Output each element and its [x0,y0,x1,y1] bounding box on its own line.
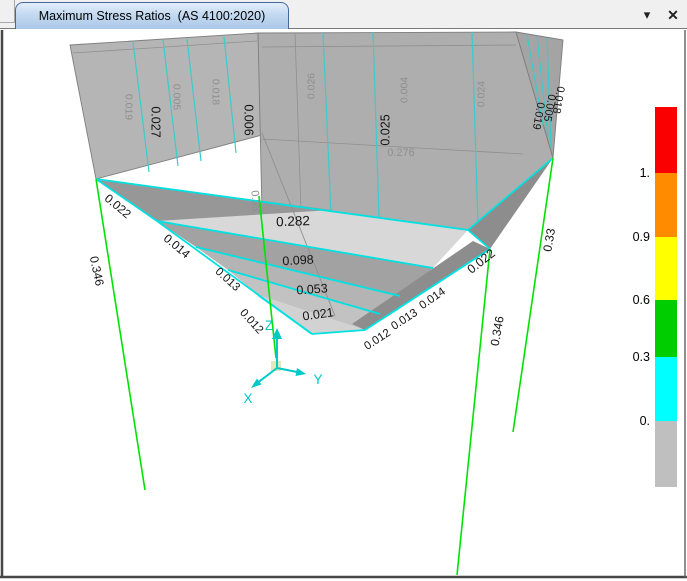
hopper-band-2 [157,221,433,296]
stress-ratio-label: 0.027 [149,106,163,137]
column-member [258,195,277,359]
y-axis-label: Y [313,372,322,387]
stress-ratio-label: 0.33 [248,190,262,212]
right-wall-stiffeners [526,34,552,149]
bin-walls [69,31,564,231]
hopper-near-right-face [352,241,490,330]
stress-ratio-label: 0.018 [550,85,567,114]
window-titlebar: Maximum Stress Ratios (AS 4100:2020) ▾ ✕ [0,0,687,29]
y-axis-line [276,367,298,373]
stress-ratio-label: 0.053 [296,281,328,297]
close-icon[interactable]: ✕ [667,6,679,23]
stress-ratio-label: 0.006 [242,104,256,135]
dock-corner [0,0,15,23]
column-members [95,157,554,576]
legend-color-segment [655,107,677,173]
stress-ratio-label: 0.33 [540,227,558,253]
legend-tick-label: 0. [640,414,650,428]
tab-title: Maximum Stress Ratios (AS 4100:2020) [38,9,266,23]
stress-ratio-label: 0.026 [306,73,318,99]
legend-tick-label: 0.9 [633,230,650,244]
plate-edges [95,157,554,335]
x-axis-label: X [243,391,252,406]
left-wall-stiffeners [132,36,237,173]
column-member [95,178,146,491]
legend-tick-label: 0.3 [633,350,650,364]
stress-ratio-label: 0.024 [476,81,488,107]
hopper-outlet-face [258,295,365,334]
right-wall-panel [515,31,564,159]
x-axis-line [255,367,278,385]
stress-ratio-label: 0.019 [122,94,134,120]
z-axis-label: Z [265,318,273,333]
results-tab[interactable]: Maximum Stress Ratios (AS 4100:2020) [15,2,289,29]
legend-tick-label: 1. [640,166,650,180]
hopper-band-4 [228,270,380,330]
z-axis-arrow [272,328,282,339]
legend-color-segment [655,357,677,421]
stress-ratio-label: 0.346 [87,255,107,288]
stress-ratio-label: 0.005 [541,93,558,122]
hopper-near-left-face [96,179,332,221]
stress-ratio-label: 0.019 [530,101,547,130]
stress-ratio-label: 0.346 [488,315,507,347]
stress-ratio-legend: 1. 0.9 0.6 0.3 0. [633,107,677,487]
hopper-band-3 [196,247,400,314]
legend-color-segment [655,173,677,237]
back-wall-stiffeners [322,31,479,226]
stress-ratio-label: 0.004 [399,77,411,103]
stress-ratio-label: 0.021 [302,305,335,323]
window-menu-dropdown-icon[interactable]: ▾ [643,6,651,22]
stress-ratio-label: 0.098 [282,253,314,269]
right-wall-inner-face [468,158,553,249]
x-axis-arrow [251,378,262,388]
stress-ratio-label: 0.018 [209,79,221,105]
stress-ratio-label: 0.276 [387,147,415,159]
legend-color-segment [655,421,677,487]
stress-ratio-label: 0.282 [276,213,310,229]
stress-ratio-label: 0.025 [378,114,392,145]
legend-color-segment [655,237,677,300]
axis-triad: Z X Y [243,318,322,406]
hopper-crease [261,132,336,317]
legend-tick-label: 0.6 [633,293,650,307]
stress-ratio-label: 0.005 [170,84,182,110]
legend-color-segment [655,300,677,357]
hopper-plates [96,132,553,334]
column-member [512,157,554,433]
y-axis-arrow [295,368,306,376]
column-member [456,248,491,576]
